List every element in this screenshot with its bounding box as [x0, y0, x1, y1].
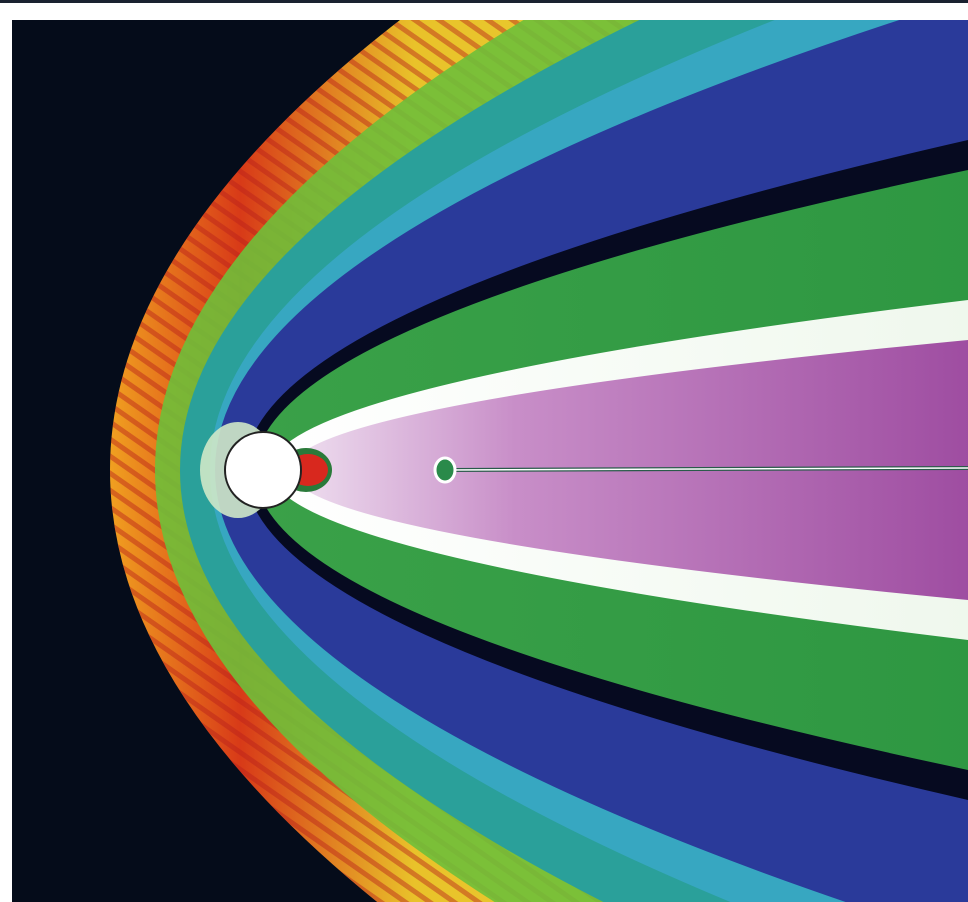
planet [224, 431, 302, 509]
top-border [0, 0, 968, 3]
image-content [12, 20, 968, 902]
plasmoid [433, 456, 457, 484]
tail-current-sheet-core [444, 467, 968, 471]
